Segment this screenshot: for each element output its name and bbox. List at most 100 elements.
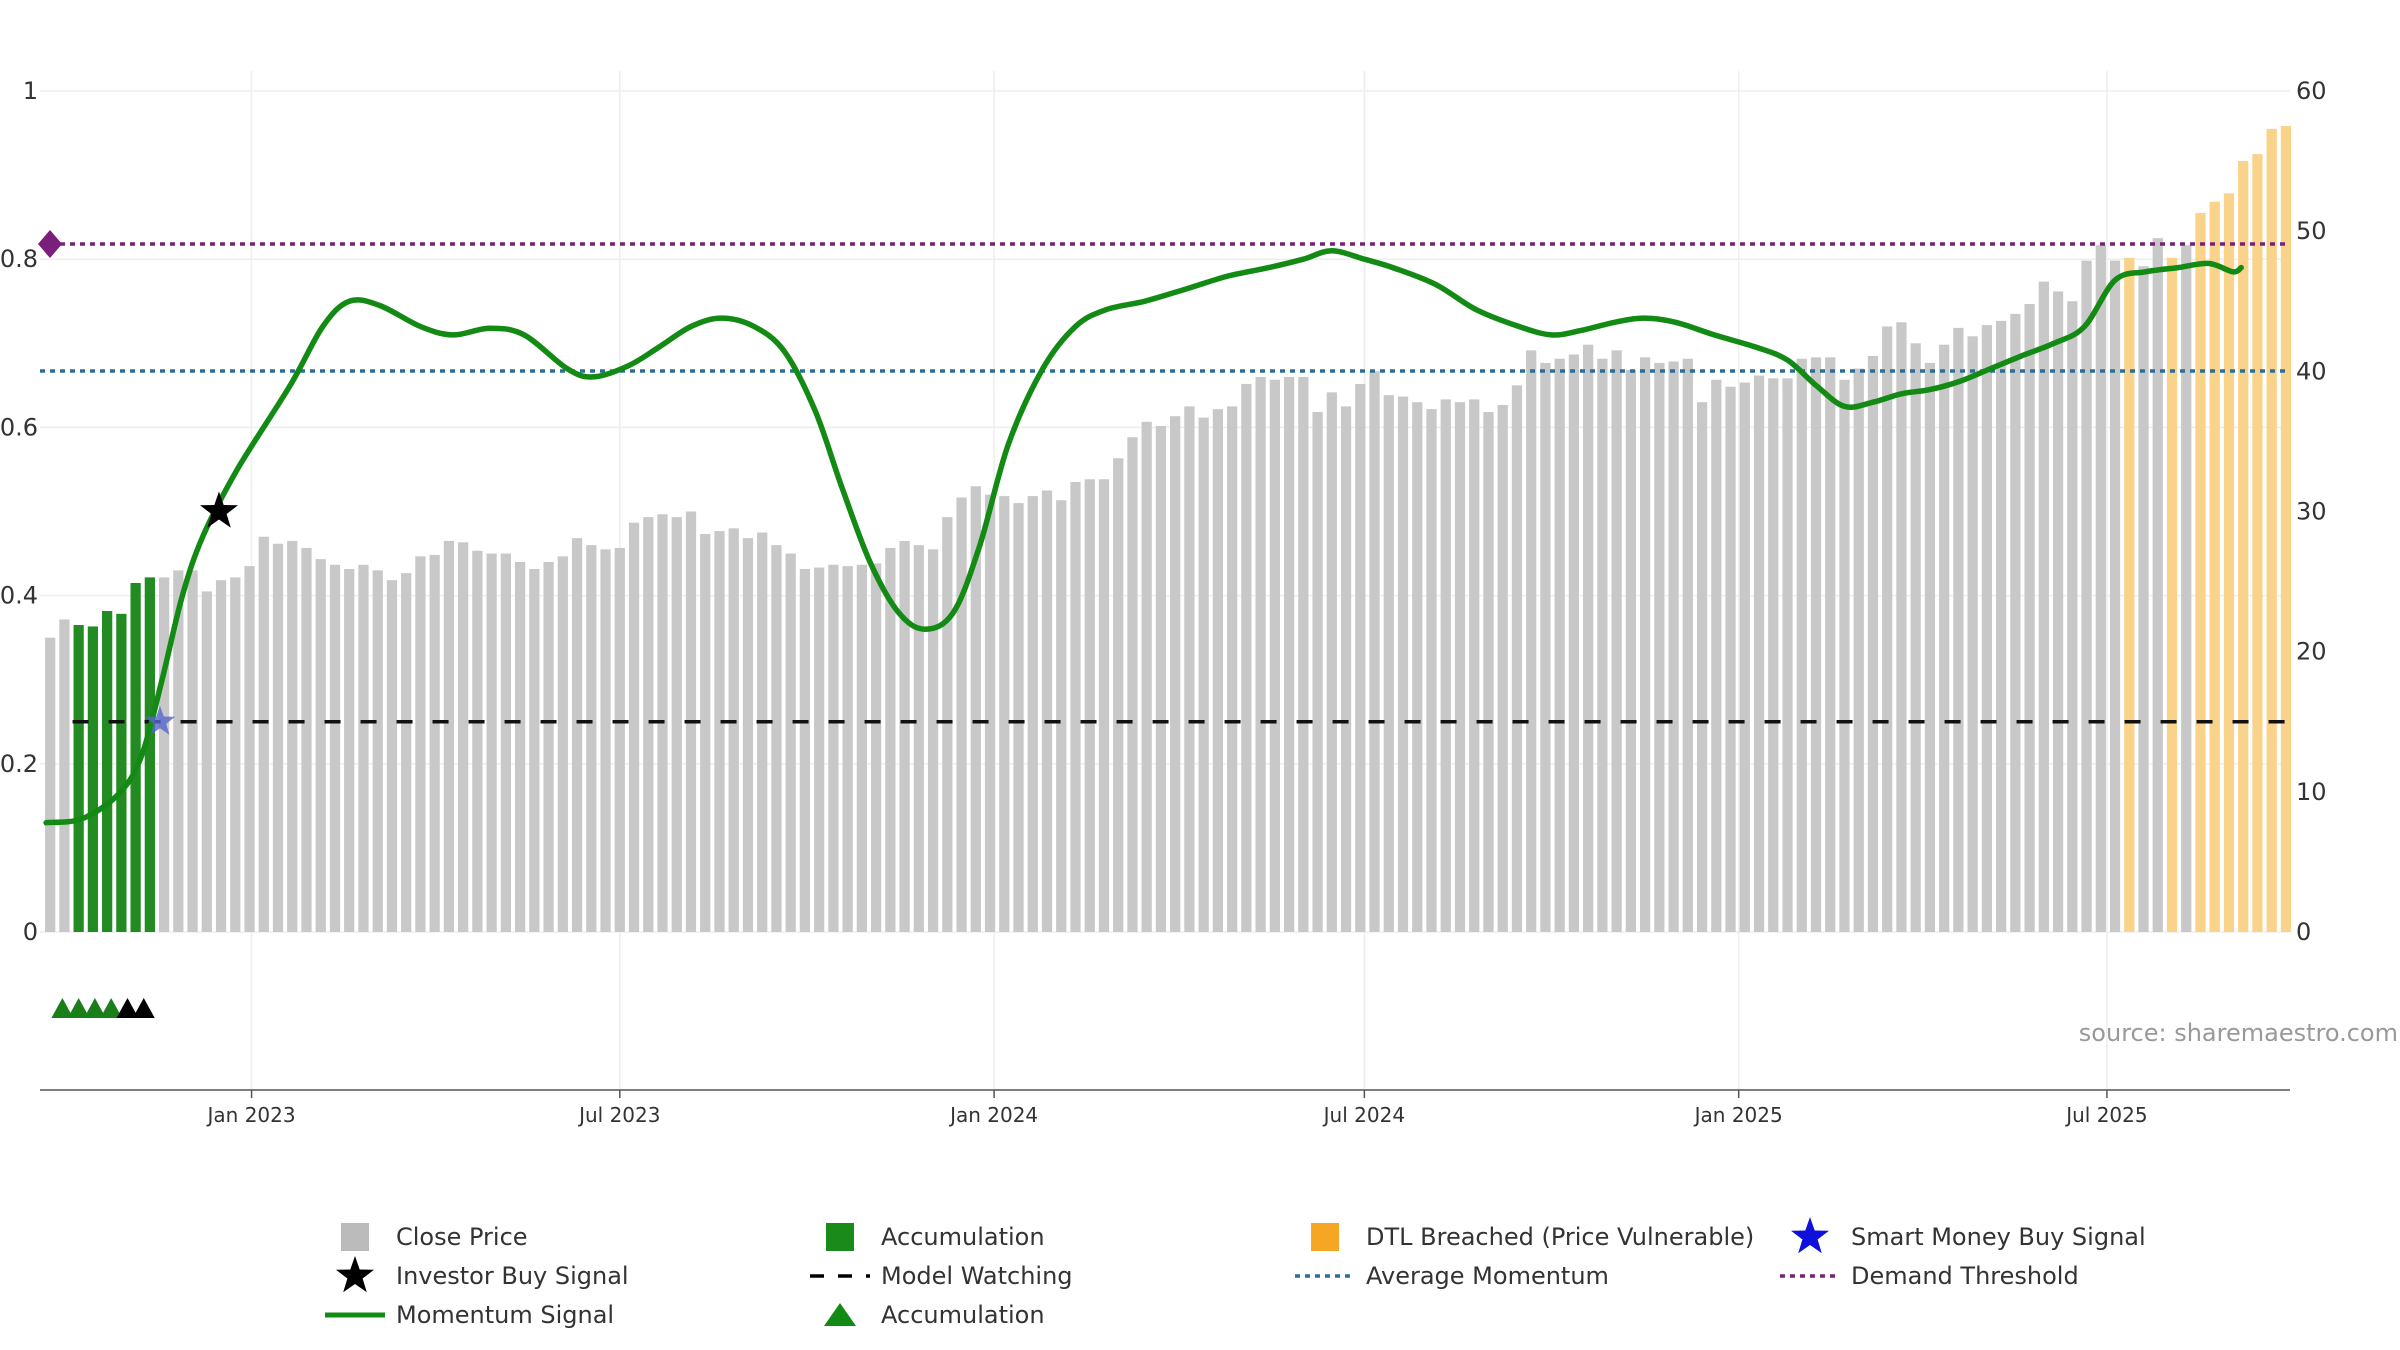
dtl-breached-bar xyxy=(2252,154,2263,932)
close-price-bar xyxy=(671,517,682,932)
close-price-bar xyxy=(628,522,640,932)
y-left-tick-label: 0.4 xyxy=(0,582,38,610)
close-price-bar xyxy=(258,536,269,932)
close-price-bar xyxy=(486,553,497,932)
x-tick-label: Jul 2023 xyxy=(577,1103,660,1127)
close-price-bar xyxy=(1497,404,1508,933)
signal-lines xyxy=(40,242,2290,826)
close-price-bar xyxy=(2038,281,2049,932)
signal-markers xyxy=(38,230,238,1018)
close-price-bar xyxy=(386,580,398,932)
legend-star-icon xyxy=(336,1256,374,1293)
legend-item: Accumulation xyxy=(824,1301,1045,1329)
close-price-bars xyxy=(45,126,2292,933)
close-price-bar xyxy=(1526,350,1537,932)
close-price-bar xyxy=(1454,402,1466,932)
close-price-bar xyxy=(1426,409,1437,932)
source-label: source: sharemaestro.com xyxy=(2079,1019,2398,1047)
close-price-bar xyxy=(913,545,924,932)
close-price-bar xyxy=(173,570,184,932)
close-price-bar xyxy=(2138,266,2149,933)
dtl-breached-bar xyxy=(2166,257,2178,932)
accumulation-triangle xyxy=(83,998,106,1018)
close-price-bar xyxy=(1084,479,1095,932)
close-price-bar xyxy=(1711,379,1722,932)
close-price-bar xyxy=(870,563,882,932)
accumulation-triangle xyxy=(100,998,123,1018)
close-price-bar xyxy=(842,566,853,932)
close-price-bar xyxy=(1540,362,1551,932)
close-price-bar xyxy=(45,637,56,932)
close-price-bar xyxy=(1568,354,1580,932)
close-price-bar xyxy=(1013,503,1024,932)
close-price-bar xyxy=(1796,358,1807,933)
close-price-bar xyxy=(557,556,568,932)
close-price-bar xyxy=(1668,361,1679,932)
dtl-breached-bar xyxy=(2223,193,2235,932)
close-price-bar xyxy=(742,538,754,932)
close-price-bar xyxy=(757,532,768,932)
close-price-bar xyxy=(1041,490,1053,932)
close-price-bar xyxy=(1782,378,1793,933)
close-price-bar xyxy=(1981,325,1992,933)
close-price-bar xyxy=(301,547,312,932)
close-price-bar xyxy=(1269,379,1280,932)
legend-item: Accumulation xyxy=(826,1223,1045,1251)
accumulation-triangle xyxy=(116,998,139,1018)
close-price-bar xyxy=(358,564,369,932)
close-price-bar xyxy=(1383,395,1394,932)
legend-square-icon xyxy=(1311,1223,1339,1251)
legend-label: Model Watching xyxy=(881,1262,1073,1290)
accumulation-triangle xyxy=(67,998,90,1018)
close-price-bar xyxy=(2152,238,2163,932)
x-tick-label: Jul 2025 xyxy=(2064,1103,2147,1127)
y-right-tick-label: 10 xyxy=(2296,778,2327,806)
close-price-bar xyxy=(1098,479,1110,932)
x-tick-label: Jan 2025 xyxy=(1693,1103,1783,1127)
close-price-bar xyxy=(1397,396,1409,932)
accumulation-bar xyxy=(87,626,99,932)
close-price-bar xyxy=(443,540,455,932)
close-price-bar xyxy=(1027,496,1038,932)
close-price-bar xyxy=(2081,260,2092,933)
close-price-bar xyxy=(728,528,739,932)
close-price-bar xyxy=(1896,322,1907,932)
close-price-bar xyxy=(1810,357,1822,932)
close-price-bar xyxy=(999,496,1010,932)
accumulation-bar xyxy=(73,625,84,932)
demand-threshold-marker xyxy=(38,230,62,259)
close-price-bar xyxy=(244,566,255,932)
close-price-bar xyxy=(514,561,526,932)
close-price-bar xyxy=(785,553,796,932)
close-price-bar xyxy=(1995,320,2007,932)
dtl-breached-bar xyxy=(2195,212,2206,932)
legend-item: Model Watching xyxy=(810,1262,1073,1290)
y-left-tick-label: 0.8 xyxy=(0,245,38,273)
x-tick-label: Jan 2023 xyxy=(206,1103,296,1127)
close-price-bar xyxy=(429,554,440,932)
x-tick-label: Jan 2024 xyxy=(948,1103,1038,1127)
legend-item: Demand Threshold xyxy=(1780,1262,2079,1290)
close-price-bar xyxy=(970,486,981,932)
close-price-bar xyxy=(1597,358,1608,933)
legend-label: Demand Threshold xyxy=(1851,1262,2079,1290)
close-price-bar xyxy=(458,542,469,932)
close-price-bar xyxy=(2052,291,2064,932)
accumulation-triangle xyxy=(51,998,74,1018)
legend-triangle-icon xyxy=(824,1303,856,1326)
legend-label: Investor Buy Signal xyxy=(396,1262,629,1290)
smart-money-buy-signal-star xyxy=(144,705,176,735)
close-price-bar xyxy=(1070,482,1081,932)
close-price-bar xyxy=(529,568,540,932)
close-price-bar xyxy=(1355,383,1366,932)
close-price-bar xyxy=(2024,304,2035,932)
close-price-bar xyxy=(1967,336,1978,932)
legend-item: DTL Breached (Price Vulnerable) xyxy=(1311,1223,1754,1251)
investor-buy-signal-star xyxy=(200,491,238,528)
x-tick-label: Jul 2024 xyxy=(1322,1103,1405,1127)
close-price-bar xyxy=(1639,357,1651,932)
axes: Jan 2023 Jul 2023 Jan 2024 Jul 2024 Jan 2025… xyxy=(0,77,2327,1127)
close-price-bar xyxy=(1554,358,1565,933)
dtl-breached-bar xyxy=(2209,201,2220,933)
